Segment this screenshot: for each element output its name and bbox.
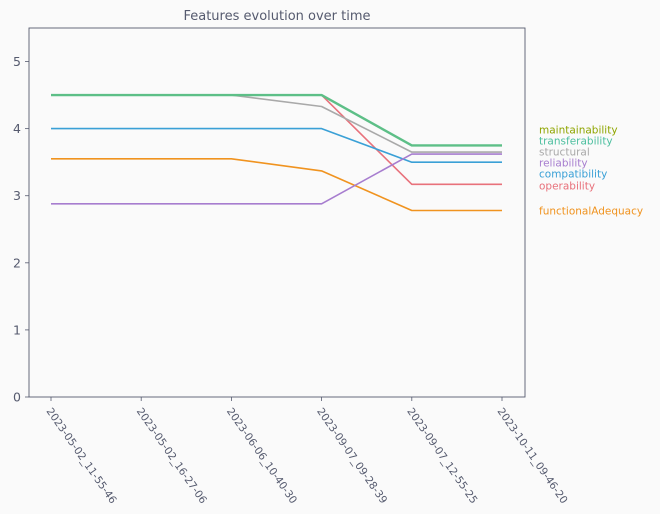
legend-label-reliability: reliability — [539, 158, 588, 170]
series-line-maintainability — [51, 93, 502, 147]
chart-title: Features evolution over time — [183, 9, 370, 24]
plot-frame — [28, 27, 526, 398]
plot-area: 0 1 2 3 4 5 2023-05-02_11-55-46 2023-05-02_16-2… — [13, 27, 643, 506]
legend-label-functionalAdequacy: functionalAdequacy — [539, 206, 643, 218]
series-line-compatibility — [51, 127, 502, 163]
series-line-functionalAdequacy — [51, 158, 502, 212]
x-tick-label: 2023-10-11_09-46-20 — [495, 406, 570, 506]
y-tick-label: 2 — [13, 255, 21, 270]
series-line-reliability — [51, 153, 502, 205]
y-tick-label: 0 — [13, 390, 21, 405]
legend-label-compatibility: compatibility — [539, 169, 607, 181]
x-tick-label: 2023-09-07_12-55-25 — [404, 406, 479, 506]
y-tick-label: 3 — [13, 188, 21, 203]
legend-label-maintainability: maintainability — [539, 125, 618, 137]
series-line-structural — [51, 94, 502, 153]
legend-label-operability: operability — [539, 181, 595, 193]
x-tick-label: 2023-05-02_16-27-06 — [134, 406, 209, 506]
x-tick-label: 2023-05-02_11-55-46 — [44, 406, 119, 506]
series-line-operability — [51, 94, 502, 186]
series-line-transferability — [51, 94, 502, 147]
y-tick-label: 5 — [13, 54, 21, 69]
y-tick-label: 4 — [13, 121, 21, 136]
x-tick-label: 2023-06-06_10-40-30 — [224, 406, 299, 506]
x-tick-label: 2023-09-07_09-28-39 — [314, 406, 389, 506]
legend-label-transferability: transferability — [539, 136, 613, 148]
y-tick-label: 1 — [13, 322, 21, 337]
legend-label-structural: structural — [539, 147, 590, 159]
